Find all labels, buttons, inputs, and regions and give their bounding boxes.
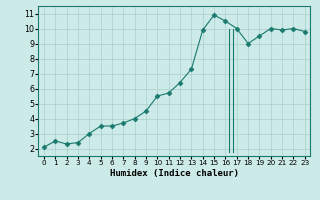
X-axis label: Humidex (Indice chaleur): Humidex (Indice chaleur) xyxy=(110,169,239,178)
